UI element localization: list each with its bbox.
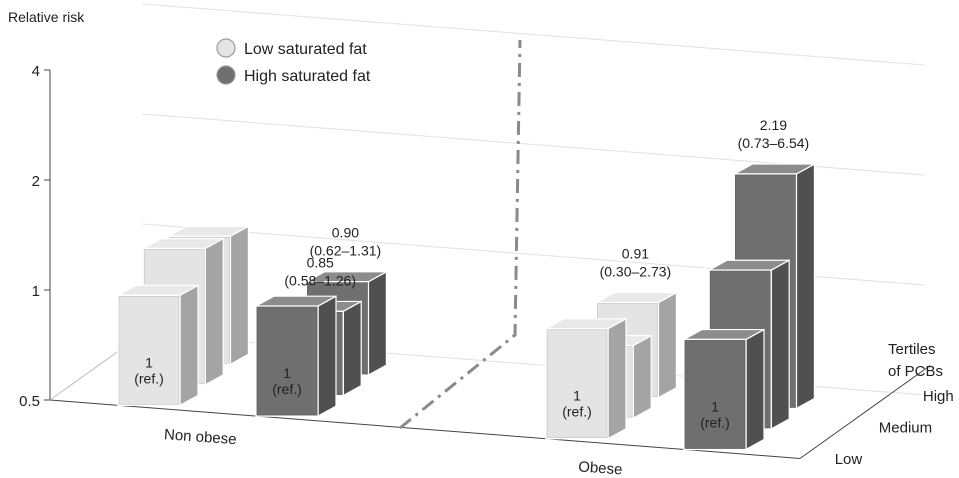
x-category-label: Non obese bbox=[164, 426, 238, 448]
data-label-value: 1 bbox=[573, 388, 581, 404]
data-label-ci: (ref.) bbox=[134, 370, 164, 386]
floor-front-edge bbox=[49, 399, 801, 459]
depth-tick-label: Low bbox=[835, 451, 863, 468]
depth-tick-label: High bbox=[923, 388, 954, 405]
data-label-value: 0.85 bbox=[307, 254, 334, 270]
x-category-label: Obese bbox=[578, 458, 623, 478]
bar bbox=[255, 295, 337, 418]
bars bbox=[117, 163, 816, 451]
legend-swatch bbox=[216, 65, 236, 85]
bar bbox=[683, 328, 765, 451]
bar bbox=[545, 317, 627, 440]
data-label-value: 1 bbox=[145, 354, 153, 370]
bar bbox=[117, 284, 199, 407]
y-axis-label: Relative risk bbox=[8, 9, 85, 25]
data-label-value: 1 bbox=[711, 398, 719, 414]
legend: Low saturated fat High saturated fat bbox=[216, 38, 371, 85]
data-label-ci: (0.62–1.31) bbox=[310, 243, 382, 259]
data-label-ci: (0.30–2.73) bbox=[600, 264, 672, 280]
divider-line bbox=[399, 39, 522, 430]
axes: 0.5 1 2 4 Low Medium High Tertiles of PCBs Non ob… bbox=[19, 63, 954, 478]
data-label-value: 0.90 bbox=[332, 225, 359, 241]
data-label-ci: (0.73–6.54) bbox=[738, 135, 810, 151]
data-label-value: 0.91 bbox=[622, 246, 649, 262]
data-label-ci: (0.58–1.26) bbox=[284, 272, 356, 288]
legend-swatch bbox=[216, 38, 236, 58]
data-label-ci: (ref.) bbox=[562, 404, 592, 420]
data-label-value: 2.19 bbox=[760, 117, 787, 133]
depth-tick-label: Medium bbox=[879, 420, 932, 437]
data-labels: 1(ref.) 1(ref.)0.85(0.58–1.26)0.90(0.62–1… bbox=[134, 117, 809, 430]
data-label-value: 1 bbox=[283, 365, 291, 381]
data-label-ci: (ref.) bbox=[700, 414, 730, 430]
group-divider bbox=[399, 39, 522, 430]
y-tick-label: 0.5 bbox=[19, 393, 40, 410]
depth-axis-title: of PCBs bbox=[888, 363, 943, 380]
gridline bbox=[142, 3, 926, 66]
data-label-ci: (ref.) bbox=[272, 381, 302, 397]
y-tick-label: 2 bbox=[32, 173, 40, 190]
y-tick-label: 4 bbox=[32, 63, 40, 80]
legend-label: High saturated fat bbox=[244, 68, 371, 85]
depth-axis-line bbox=[799, 365, 931, 459]
depth-axis-title: Tertiles bbox=[888, 341, 936, 358]
legend-label: Low saturated fat bbox=[244, 41, 367, 58]
y-tick-label: 1 bbox=[32, 283, 40, 300]
